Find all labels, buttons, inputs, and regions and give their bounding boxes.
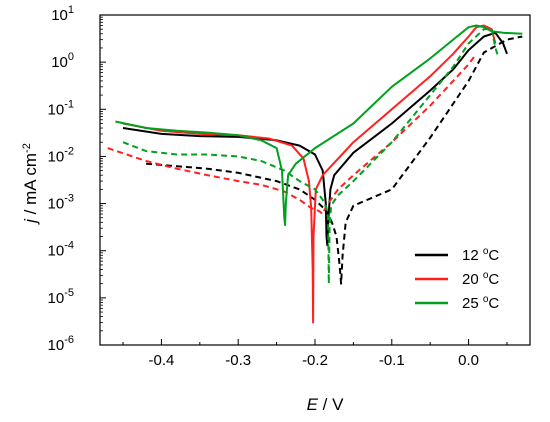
- y-tick-label: 10-5: [48, 287, 74, 307]
- x-tick-label: -0.4: [148, 352, 174, 369]
- series-line-3: [107, 53, 478, 215]
- x-tick-label: -0.2: [302, 352, 328, 369]
- y-tick-label: 10-6: [48, 334, 74, 354]
- series-line-5: [122, 27, 499, 285]
- legend-label: 20 oC: [462, 270, 499, 288]
- series-line-0: [122, 31, 508, 247]
- x-axis-title: E / V: [307, 395, 345, 414]
- y-axis-title: j / mA cm-2: [21, 143, 40, 225]
- legend: 12 oC 20 oC 25 oC: [415, 246, 499, 312]
- y-tick-label: 10-4: [48, 240, 74, 260]
- legend-label: 25 oC: [462, 294, 499, 312]
- x-tick-label: -0.3: [225, 352, 251, 369]
- series-line-2: [122, 24, 497, 324]
- y-tick-label: 100: [51, 51, 74, 71]
- axis-ticks: -0.4 -0.3 -0.2 -0.1 0.0 10-6 10-5 10-4 10-3 10-2 1…: [48, 4, 508, 369]
- series-line-1: [146, 35, 523, 285]
- y-tick-label: 101: [51, 4, 74, 24]
- y-tick-label: 10-3: [48, 193, 74, 213]
- x-tick-label: -0.1: [379, 352, 405, 369]
- y-tick-label: 10-1: [48, 98, 74, 118]
- y-tick-label: 10-2: [48, 145, 74, 165]
- x-tick-label: 0.0: [458, 352, 479, 369]
- legend-label: 12 oC: [462, 246, 499, 264]
- series-line-4: [115, 24, 523, 227]
- series-lines: [107, 24, 523, 324]
